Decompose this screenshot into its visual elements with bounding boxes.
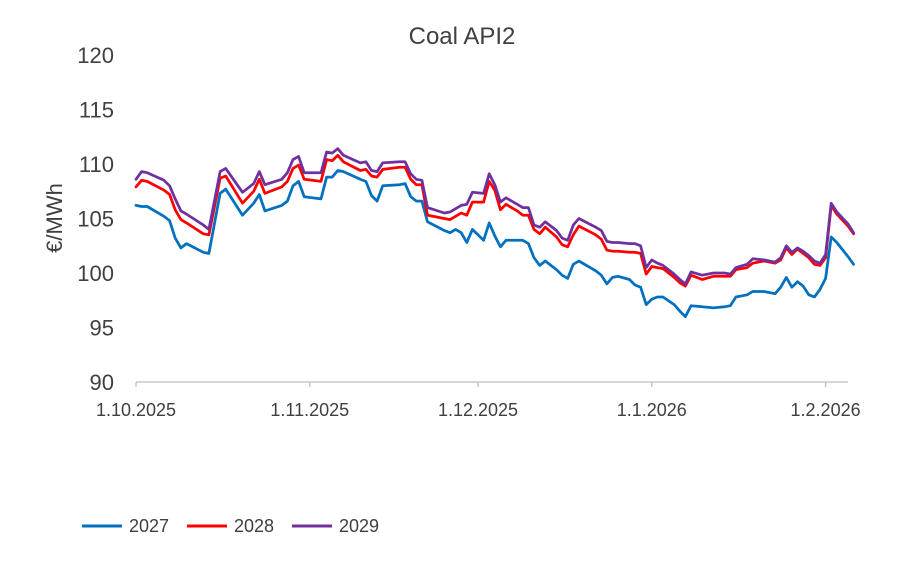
chart-title: Coal API2 [409,23,516,50]
legend-label-2029: 2029 [339,516,379,536]
series-lines [134,147,855,318]
y-tick-label: 120 [77,43,114,68]
series-line-2028 [134,153,855,288]
y-tick-label: 110 [79,152,114,177]
legend-label-2027: 2027 [129,516,169,536]
x-axis: 1.10.2025 1.11.2025 1.12.2025 1.1.2026 1.2.2… [96,381,861,420]
y-tick-label: 105 [77,207,114,232]
y-tick-label: 90 [90,370,114,395]
x-tick-label: 1.11.2025 [270,400,349,420]
y-tick-label: 95 [90,316,114,341]
x-tick-label: 1.12.2025 [438,400,518,420]
x-tick-label: 1.1.2026 [617,400,687,420]
y-tick-label: 100 [77,261,114,286]
series-line-2027 [134,169,855,318]
x-tick-label: 1.2.2026 [791,400,861,420]
y-axis-label: €/MWh [42,183,67,253]
legend: 2027 2028 2029 [82,516,379,536]
y-tick-label: 115 [79,98,114,123]
legend-label-2028: 2028 [234,516,274,536]
y-axis-ticks: 90 95 100 105 110 115 120 [77,43,114,395]
series-line-2029 [134,147,855,286]
x-tick-label: 1.10.2025 [96,400,176,420]
